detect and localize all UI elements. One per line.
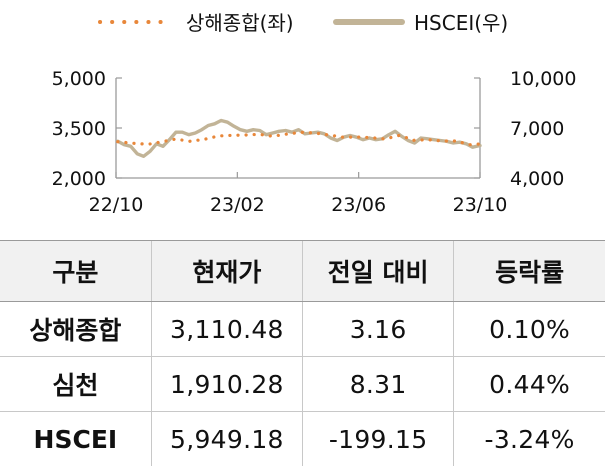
- table-row: 심천 1,910.28 8.31 0.44%: [0, 357, 605, 412]
- right-tick-label: 10,000: [510, 68, 576, 90]
- left-tick-label: 2,000: [52, 168, 106, 190]
- chart-axes: 5,000 3,500 2,000 10,000 7,000 4,000 22/10 23/0…: [52, 68, 577, 216]
- row-name: 심천: [0, 357, 151, 412]
- table-row: HSCEI 5,949.18 -199.15 -3.24%: [0, 412, 605, 466]
- table-row: 상해종합 3,110.48 3.16 0.10%: [0, 302, 605, 357]
- hscei-series-line: [118, 121, 480, 157]
- row-day-change: 3.16: [303, 302, 454, 357]
- row-name: HSCEI: [0, 412, 151, 466]
- row-current-price: 3,110.48: [151, 302, 302, 357]
- row-day-change: 8.31: [303, 357, 454, 412]
- left-tick-label: 5,000: [52, 68, 106, 90]
- market-summary-table: 구분 현재가 전일 대비 등락률 상해종합 3,110.48 3.16 0.10…: [0, 240, 605, 466]
- row-current-price: 1,910.28: [151, 357, 302, 412]
- x-tick-label: 23/02: [210, 194, 265, 216]
- row-change-rate: -3.24%: [454, 412, 605, 466]
- row-change-rate: 0.44%: [454, 357, 605, 412]
- x-tick-label: 22/10: [89, 194, 144, 216]
- left-tick-label: 3,500: [52, 118, 106, 140]
- row-change-rate: 0.10%: [454, 302, 605, 357]
- legend-label: HSCEI(우): [414, 11, 508, 35]
- x-tick-label: 23/06: [331, 194, 386, 216]
- row-day-change: -199.15: [303, 412, 454, 466]
- header-category: 구분: [0, 241, 151, 302]
- row-current-price: 5,949.18: [151, 412, 302, 466]
- legend-label: 상해종합(좌): [186, 11, 294, 35]
- table-header-row: 구분 현재가 전일 대비 등락률: [0, 241, 605, 302]
- x-tick-label: 23/10: [453, 194, 508, 216]
- header-change-rate: 등락률: [454, 241, 605, 302]
- header-current-price: 현재가: [151, 241, 302, 302]
- chart-series: [118, 121, 480, 157]
- chart-legend: 상해종합(좌) HSCEI(우): [100, 11, 508, 35]
- header-day-change: 전일 대비: [303, 241, 454, 302]
- market-line-chart: 상해종합(좌) HSCEI(우) 5,000 3,500 2,000 10,000 7,0…: [0, 0, 605, 232]
- right-tick-label: 7,000: [510, 118, 564, 140]
- row-name: 상해종합: [0, 302, 151, 357]
- right-tick-label: 4,000: [510, 168, 564, 190]
